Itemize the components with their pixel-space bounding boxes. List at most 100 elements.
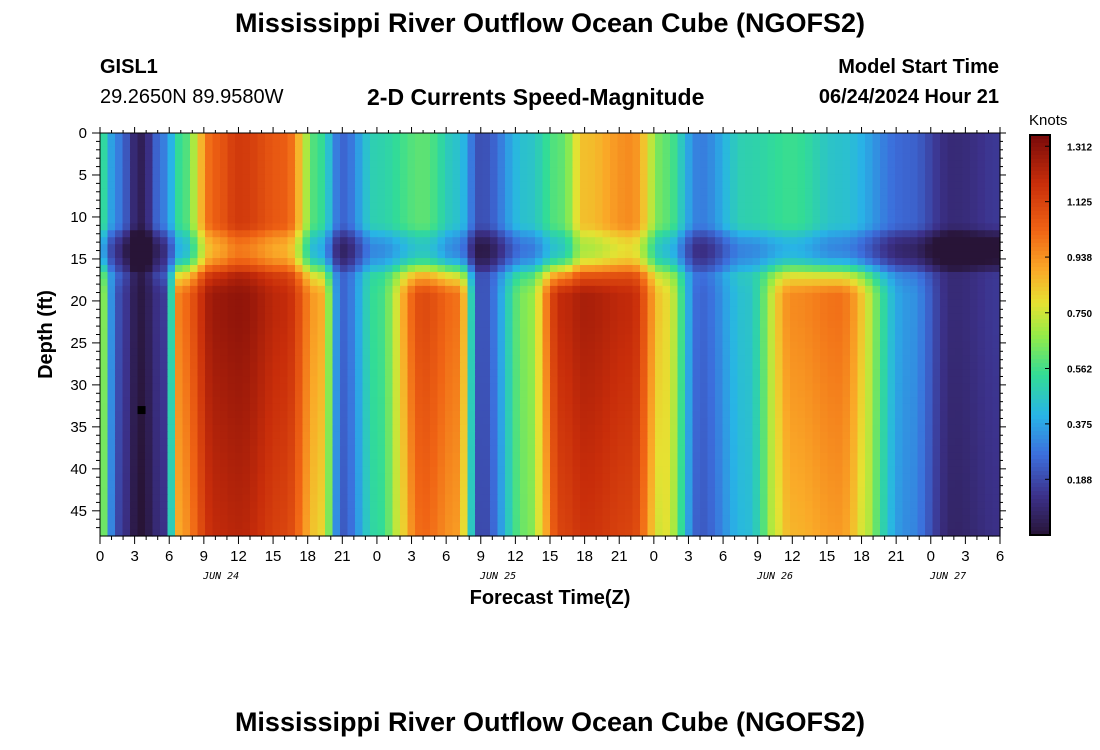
heatmap-cell (737, 299, 746, 308)
heatmap-cell (505, 390, 514, 398)
heatmap-cell (895, 258, 904, 266)
heatmap-cell (677, 278, 686, 287)
heatmap-cell (475, 348, 484, 356)
heatmap-cell (940, 313, 949, 322)
heatmap-cell (100, 383, 109, 391)
heatmap-cell (685, 244, 694, 252)
heatmap-cell (805, 188, 814, 197)
heatmap-cell (587, 237, 596, 245)
heatmap-cell (677, 334, 686, 343)
heatmap-cell (317, 188, 326, 197)
heatmap-cell (347, 390, 356, 398)
heatmap-cell (655, 265, 664, 273)
heatmap-cell (287, 341, 296, 349)
heatmap-cell (685, 397, 694, 405)
heatmap-cell (430, 334, 439, 343)
heatmap-cell (310, 195, 319, 204)
heatmap-cell (280, 299, 289, 308)
heatmap-cell (730, 230, 739, 238)
heatmap-cell (385, 278, 394, 287)
heatmap-cell (137, 167, 146, 176)
heatmap-cell (745, 334, 754, 343)
heatmap-cell (392, 146, 401, 155)
heatmap-cell (842, 271, 851, 280)
heatmap-cell (332, 313, 341, 322)
heatmap-cell (910, 258, 919, 266)
heatmap-cell (940, 348, 949, 356)
heatmap-cell (865, 167, 874, 176)
heatmap-cell (152, 320, 161, 329)
heatmap-cell (272, 251, 281, 259)
heatmap-cell (490, 244, 499, 252)
heatmap-cell (940, 278, 949, 287)
heatmap-cell (280, 383, 289, 391)
heatmap-cell (257, 251, 266, 259)
heatmap-cell (535, 355, 544, 363)
heatmap-cell (467, 216, 476, 224)
heatmap-cell (182, 376, 191, 384)
heatmap-cell (700, 181, 709, 190)
heatmap-cell (820, 133, 829, 141)
heatmap-cell (317, 167, 326, 176)
heatmap-cell (902, 313, 911, 322)
heatmap-cell (250, 397, 259, 405)
heatmap-cell (902, 216, 911, 224)
heatmap-cell (685, 362, 694, 370)
heatmap-cell (730, 397, 739, 405)
heatmap-cell (917, 271, 926, 280)
heatmap-cell (242, 285, 251, 294)
heatmap-cell (655, 327, 664, 336)
heatmap-cell (317, 362, 326, 370)
heatmap-cell (332, 410, 341, 419)
heatmap-cell (497, 383, 506, 391)
heatmap-cell (512, 188, 521, 197)
heatmap-cell (362, 251, 371, 259)
heatmap-cell (550, 202, 559, 211)
heatmap-cell (632, 383, 641, 391)
heatmap-cell (550, 397, 559, 405)
heatmap-cell (197, 216, 206, 224)
heatmap-cell (850, 376, 859, 384)
heatmap-cell (220, 313, 229, 322)
heatmap-cell (745, 265, 754, 273)
heatmap-cell (317, 160, 326, 169)
heatmap-cell (287, 195, 296, 204)
heatmap-cell (767, 410, 776, 419)
heatmap-cell (872, 202, 881, 211)
heatmap-cell (505, 160, 514, 169)
heatmap-cell (542, 153, 551, 162)
heatmap-cell (932, 327, 941, 336)
heatmap-cell (272, 223, 281, 231)
heatmap-cell (415, 230, 424, 238)
heatmap-cell (430, 181, 439, 190)
heatmap-cell (932, 390, 941, 398)
heatmap-cell (265, 230, 274, 238)
heatmap-cell (587, 223, 596, 231)
heatmap-cell (535, 397, 544, 405)
heatmap-cell (212, 202, 221, 211)
heatmap-cell (985, 320, 994, 329)
heatmap-cell (857, 285, 866, 294)
heatmap-cell (647, 195, 656, 204)
heatmap-cell (392, 237, 401, 245)
heatmap-cell (880, 202, 889, 211)
heatmap-cell (257, 160, 266, 169)
heatmap-cell (745, 348, 754, 356)
heatmap-cell (220, 181, 229, 190)
heatmap-cell (302, 209, 311, 217)
heatmap-cell (677, 299, 686, 308)
heatmap-cell (197, 230, 206, 238)
heatmap-cell (730, 278, 739, 287)
heatmap-cell (430, 209, 439, 217)
heatmap-cell (250, 271, 259, 280)
heatmap-cell (385, 292, 394, 301)
heatmap-cell (700, 146, 709, 155)
heatmap-cell (167, 174, 176, 183)
heatmap-cell (137, 153, 146, 162)
heatmap-cell (355, 271, 364, 280)
heatmap-cell (355, 153, 364, 162)
heatmap-cell (730, 251, 739, 259)
heatmap-cell (257, 341, 266, 349)
heatmap-cell (287, 153, 296, 162)
heatmap-cell (497, 133, 506, 141)
